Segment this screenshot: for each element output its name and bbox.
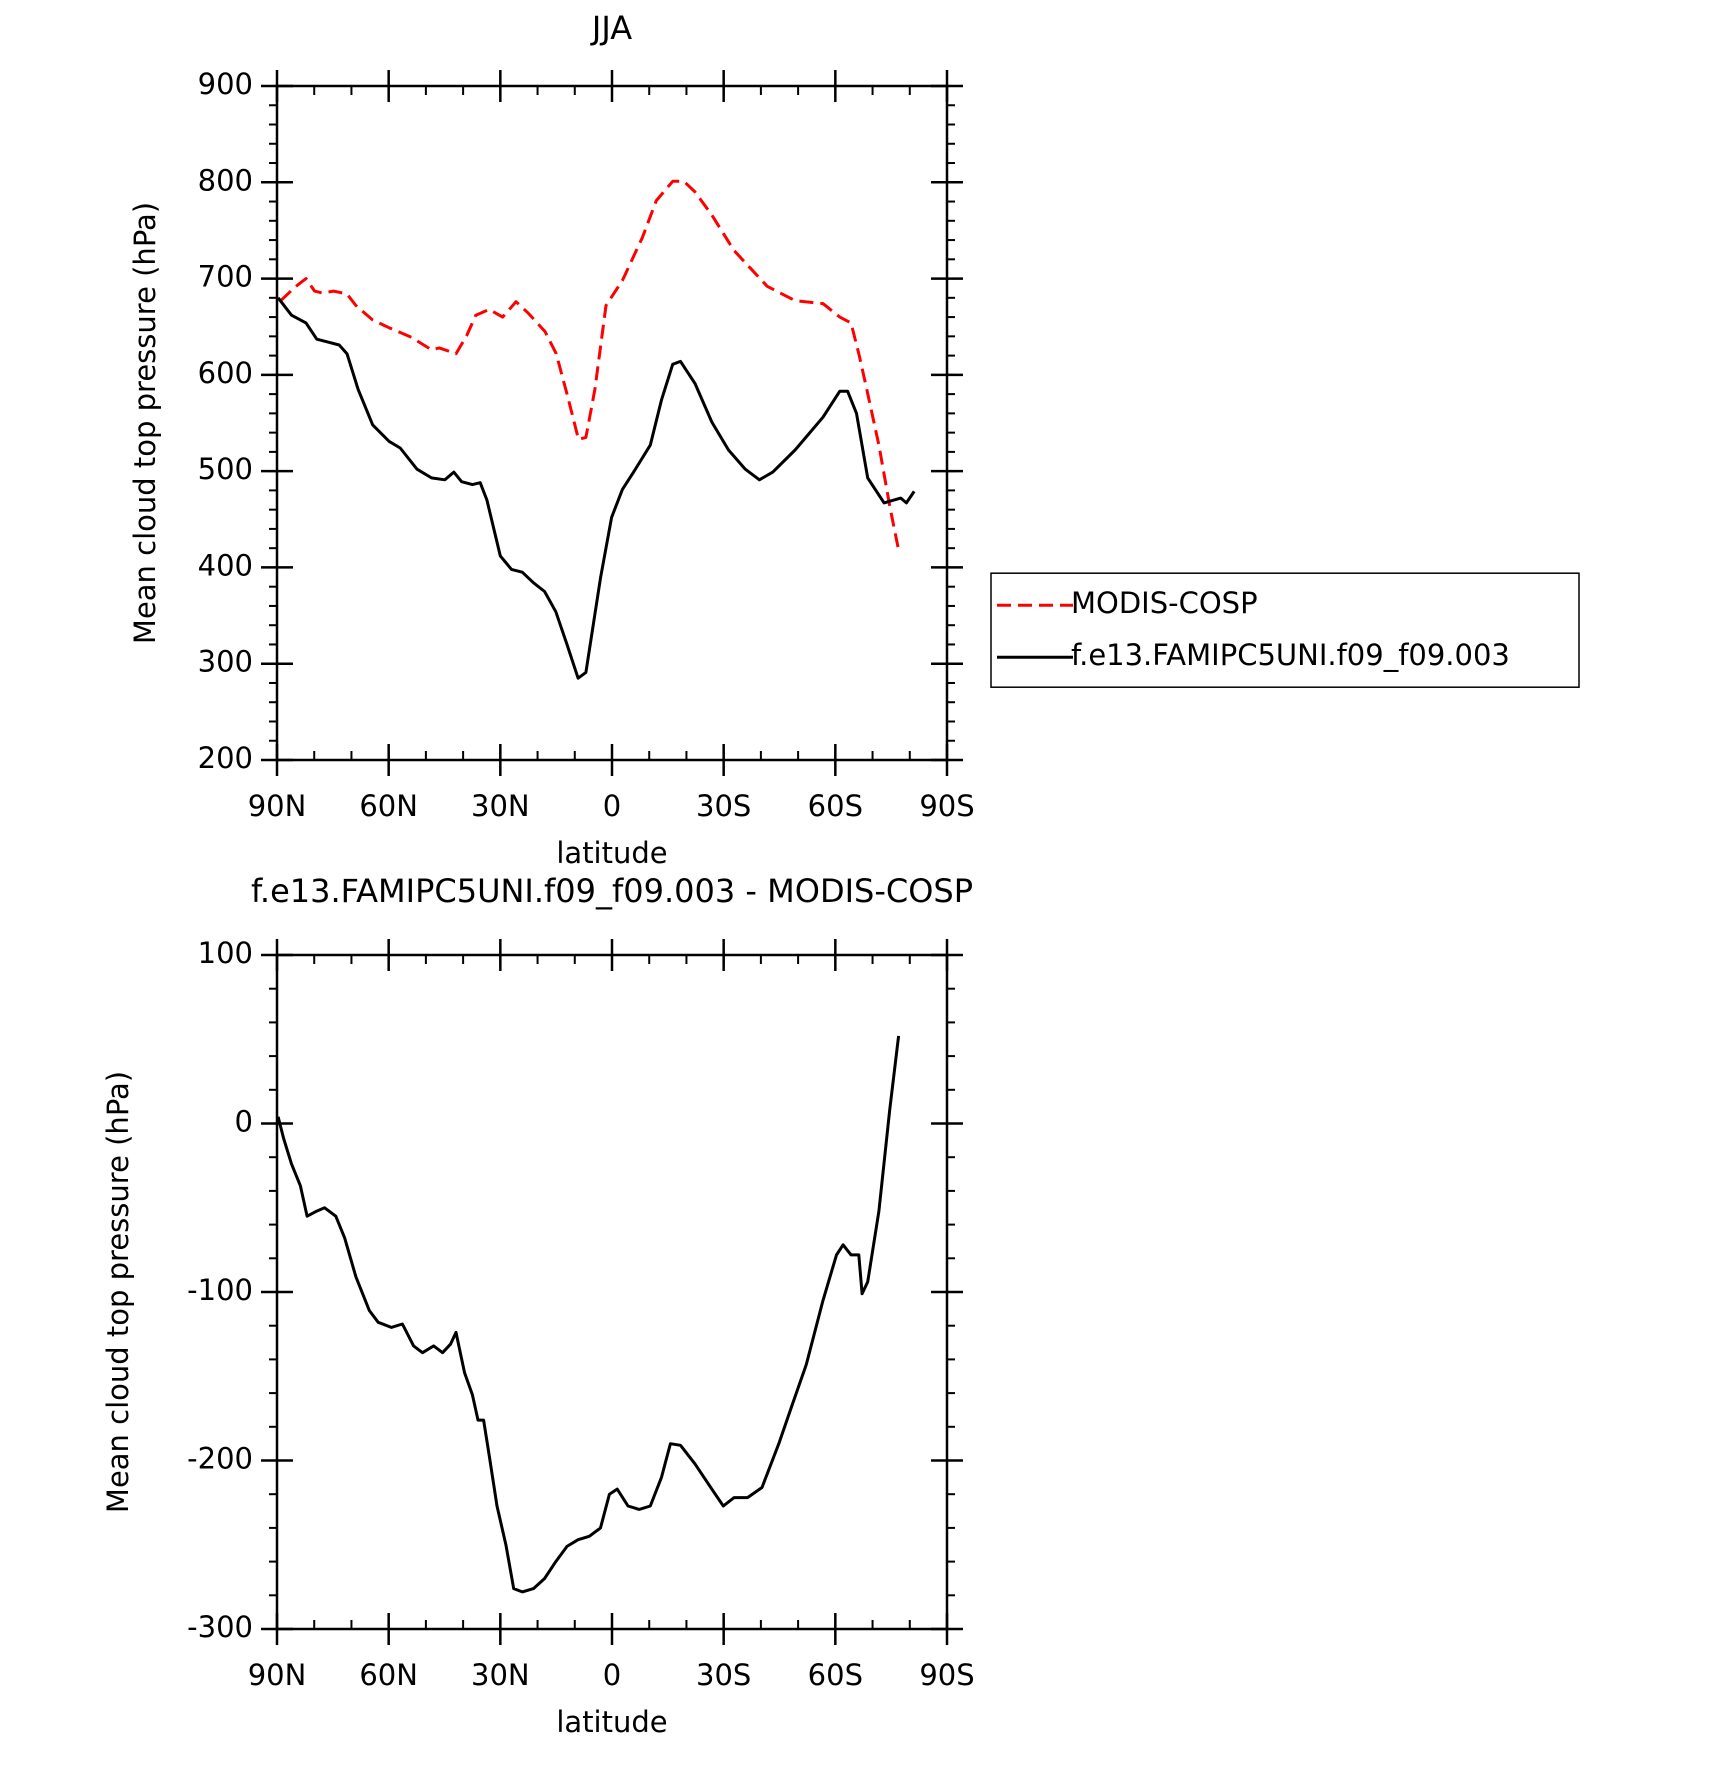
y-tick-label: 0 [235, 1105, 253, 1139]
x-tick-label: 30S [696, 789, 751, 823]
x-tick-label: 60N [359, 1658, 418, 1692]
x-tick-label: 60S [808, 1658, 863, 1692]
x-tick-label: 0 [603, 789, 621, 823]
x-tick-label: 30S [696, 1658, 751, 1692]
plot-frame [275, 84, 949, 762]
legend-label: f.e13.FAMIPC5UNI.f09_f09.003 [1071, 638, 1510, 672]
y-tick-label: 900 [198, 67, 253, 101]
y-axis-label: Mean cloud top pressure (hPa) [128, 202, 162, 644]
chart-title: JJA [590, 9, 632, 47]
legend-box [990, 572, 1580, 688]
y-tick-label: 700 [198, 260, 253, 294]
y-tick-label: 200 [198, 741, 253, 775]
data-line [276, 296, 916, 680]
y-tick-label: 300 [198, 645, 253, 679]
y-tick-label: 100 [198, 936, 253, 970]
y-tick-label: -300 [187, 1610, 253, 1644]
legend-label: MODIS-COSP [1071, 586, 1258, 620]
data-line [276, 1035, 901, 1594]
y-tick-label: 800 [198, 163, 253, 197]
y-tick-label: -100 [187, 1273, 253, 1307]
x-tick-label: 60N [359, 789, 418, 823]
x-tick-label: 60S [808, 789, 863, 823]
x-axis-label: latitude [556, 836, 667, 870]
y-tick-label: 600 [198, 356, 253, 390]
y-tick-label: 400 [198, 548, 253, 582]
y-tick-label: 500 [198, 452, 253, 486]
data-line [279, 179, 901, 551]
x-tick-label: 30N [471, 1658, 530, 1692]
x-tick-label: 90S [919, 1658, 974, 1692]
x-tick-label: 0 [603, 1658, 621, 1692]
y-axis-label: Mean cloud top pressure (hPa) [101, 1071, 135, 1513]
x-tick-label: 90N [248, 789, 307, 823]
x-tick-label: 30N [471, 789, 530, 823]
x-axis-label: latitude [556, 1705, 667, 1739]
plot-frame [275, 953, 949, 1631]
x-tick-label: 90S [919, 789, 974, 823]
y-tick-label: -200 [187, 1442, 253, 1476]
chart-title: f.e13.FAMIPC5UNI.f09_f09.003 - MODIS-COS… [251, 872, 973, 910]
legend: MODIS-COSP f.e13.FAMIPC5UNI.f09_f09.003 [990, 572, 1580, 688]
x-tick-label: 90N [248, 1658, 307, 1692]
